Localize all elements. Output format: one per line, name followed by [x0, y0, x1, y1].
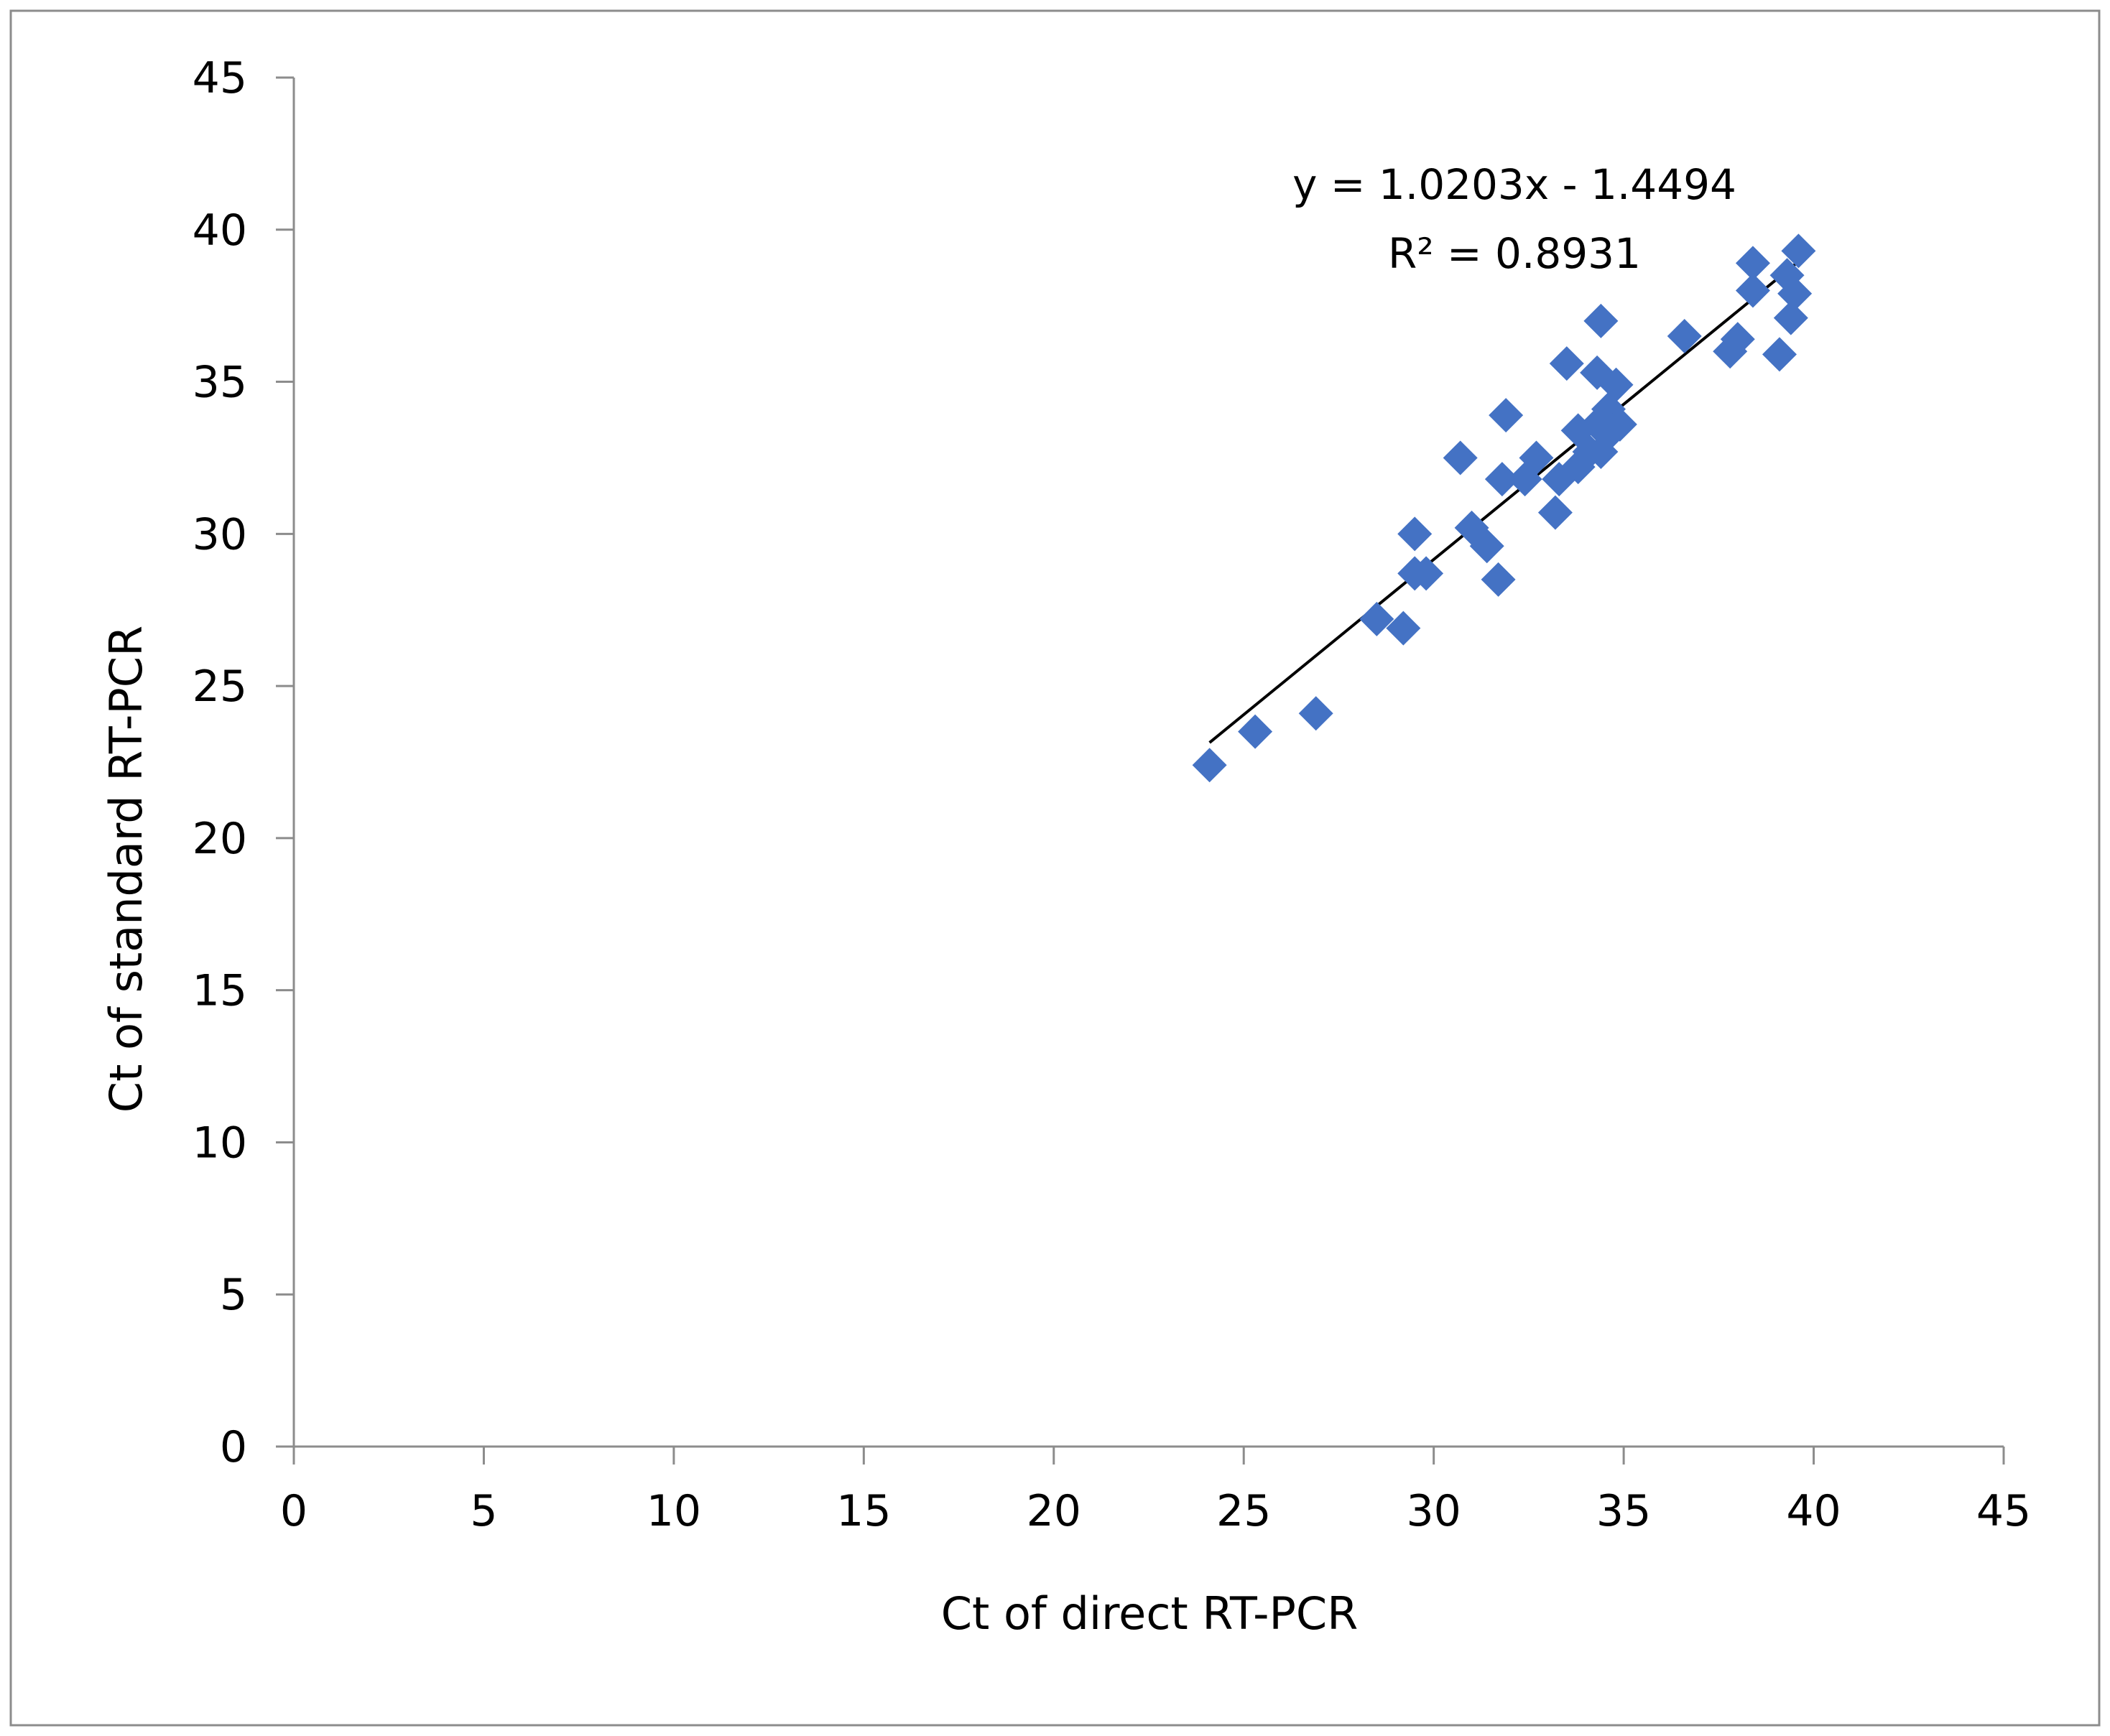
- x-tick-label: 25: [1216, 1486, 1271, 1536]
- data-point: [1762, 337, 1797, 372]
- trendline: [1208, 260, 1800, 744]
- x-tick-label: 15: [836, 1486, 891, 1536]
- data-point: [1549, 346, 1584, 381]
- data-point: [1720, 322, 1755, 357]
- data-point: [1537, 495, 1573, 530]
- x-tick-label: 35: [1596, 1486, 1651, 1536]
- y-tick-label: 40: [193, 205, 247, 256]
- y-tick-label: 45: [193, 53, 247, 103]
- data-point: [1735, 273, 1770, 308]
- data-point: [1359, 601, 1394, 636]
- y-tick-label: 30: [193, 509, 247, 560]
- data-points: [1192, 233, 1816, 783]
- y-tick-label: 0: [220, 1422, 247, 1472]
- data-point: [1667, 319, 1702, 354]
- data-point: [1583, 303, 1619, 338]
- x-tick-label: 0: [280, 1486, 307, 1536]
- data-point: [1484, 462, 1519, 497]
- data-point: [1469, 529, 1504, 564]
- data-point: [1602, 407, 1637, 442]
- data-point: [1773, 300, 1808, 335]
- y-tick-label: 20: [193, 814, 247, 864]
- y-axis-title: Ct of standard RT-PCR: [100, 626, 152, 1113]
- data-point: [1397, 516, 1433, 552]
- x-tick-label: 20: [1027, 1486, 1081, 1536]
- data-point: [1409, 556, 1444, 591]
- axes: 0 5 10 15 20 25 30 35 40 45 0 5 10 15 20 25 30 35 40 45: [193, 53, 2032, 1536]
- y-tick-label: 25: [193, 662, 247, 712]
- data-point: [1192, 748, 1227, 783]
- data-point: [1443, 440, 1478, 475]
- data-point: [1598, 367, 1634, 402]
- x-tick-label: 30: [1406, 1486, 1461, 1536]
- data-point: [1489, 398, 1524, 433]
- y-tick-label: 10: [193, 1118, 247, 1168]
- data-point: [1519, 440, 1554, 475]
- x-tick-label: 40: [1786, 1486, 1841, 1536]
- data-point: [1238, 714, 1273, 749]
- data-point: [1781, 233, 1816, 269]
- data-point: [1777, 276, 1813, 311]
- x-tick-label: 45: [1976, 1486, 2031, 1536]
- data-point: [1735, 246, 1770, 281]
- x-tick-label: 5: [470, 1486, 497, 1536]
- trendline-r2-label: R² = 0.8931: [1388, 229, 1641, 278]
- y-tick-label: 35: [193, 358, 247, 408]
- chart-labels: y = 1.0203x - 1.4494 R² = 0.8931 Ct of d…: [100, 160, 1736, 1640]
- x-tick-label: 10: [647, 1486, 701, 1536]
- data-point: [1298, 696, 1333, 731]
- data-point: [1481, 562, 1516, 597]
- data-point: [1386, 611, 1421, 646]
- trendline-group: [1208, 260, 1800, 744]
- y-tick-label: 5: [220, 1270, 247, 1320]
- x-axis-title: Ct of direct RT-PCR: [941, 1587, 1359, 1640]
- trendline-equation-label: y = 1.0203x - 1.4494: [1292, 160, 1736, 209]
- y-tick-label: 15: [193, 966, 247, 1016]
